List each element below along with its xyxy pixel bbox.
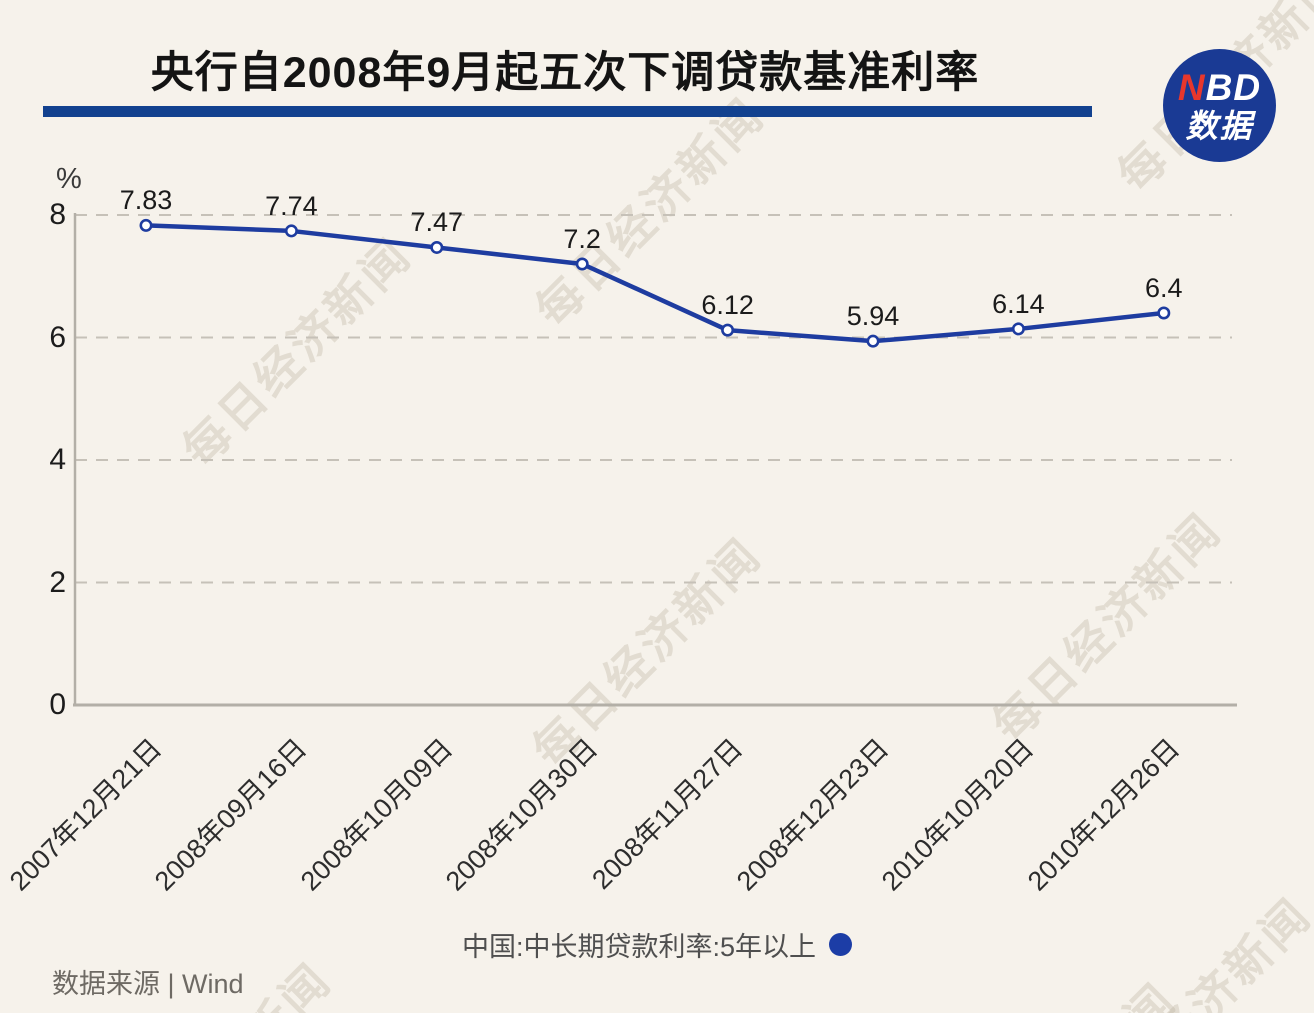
data-point-marker [575, 257, 589, 271]
point-value-label: 6.12 [701, 290, 754, 321]
title-underline-bar [43, 106, 1092, 117]
nbd-logo-subtext: 数据 [1185, 107, 1254, 144]
data-source-label: 数据来源 | Wind [52, 969, 244, 999]
point-value-label: 7.47 [410, 207, 464, 238]
y-tick-label-0: 0 [49, 688, 66, 721]
point-value-label: 7.83 [119, 185, 173, 216]
y-tick-label-2: 2 [49, 565, 66, 599]
data-point-marker [866, 334, 880, 348]
data-point-marker [430, 240, 444, 254]
legend: 中国:中长期贷款利率:5年以上 [0, 925, 1314, 964]
data-point-marker [721, 323, 735, 337]
trend-line [143, 223, 1167, 344]
data-point-marker [284, 224, 298, 238]
chart-title: 央行自2008年9月起五次下调贷款基准利率 [150, 49, 980, 97]
legend-series-label: 中国:中长期贷款利率:5年以上 [461, 932, 817, 962]
y-tick-label-4: 4 [49, 443, 66, 476]
nbd-logo: NBD 数据 [1163, 49, 1276, 162]
y-axis-unit-label: % [56, 163, 82, 195]
point-value-label: 6.14 [992, 288, 1045, 319]
y-tick-label-8: 8 [49, 198, 66, 231]
nbd-logo-text: NBD [1177, 66, 1262, 108]
legend-marker-dot [829, 933, 853, 956]
y-tick-label-6: 6 [49, 320, 66, 354]
point-value-label: 6.4 [1145, 273, 1183, 303]
point-value-label: 7.2 [563, 224, 601, 254]
nbd-logo-letters-bd: BD [1205, 66, 1262, 108]
point-value-label: 7.74 [265, 190, 318, 221]
nbd-logo-letter-n: N [1177, 66, 1206, 108]
point-value-label: 5.94 [846, 301, 900, 332]
data-point-marker [1011, 322, 1025, 336]
data-point-marker [1157, 306, 1171, 320]
data-point-marker [139, 218, 153, 232]
